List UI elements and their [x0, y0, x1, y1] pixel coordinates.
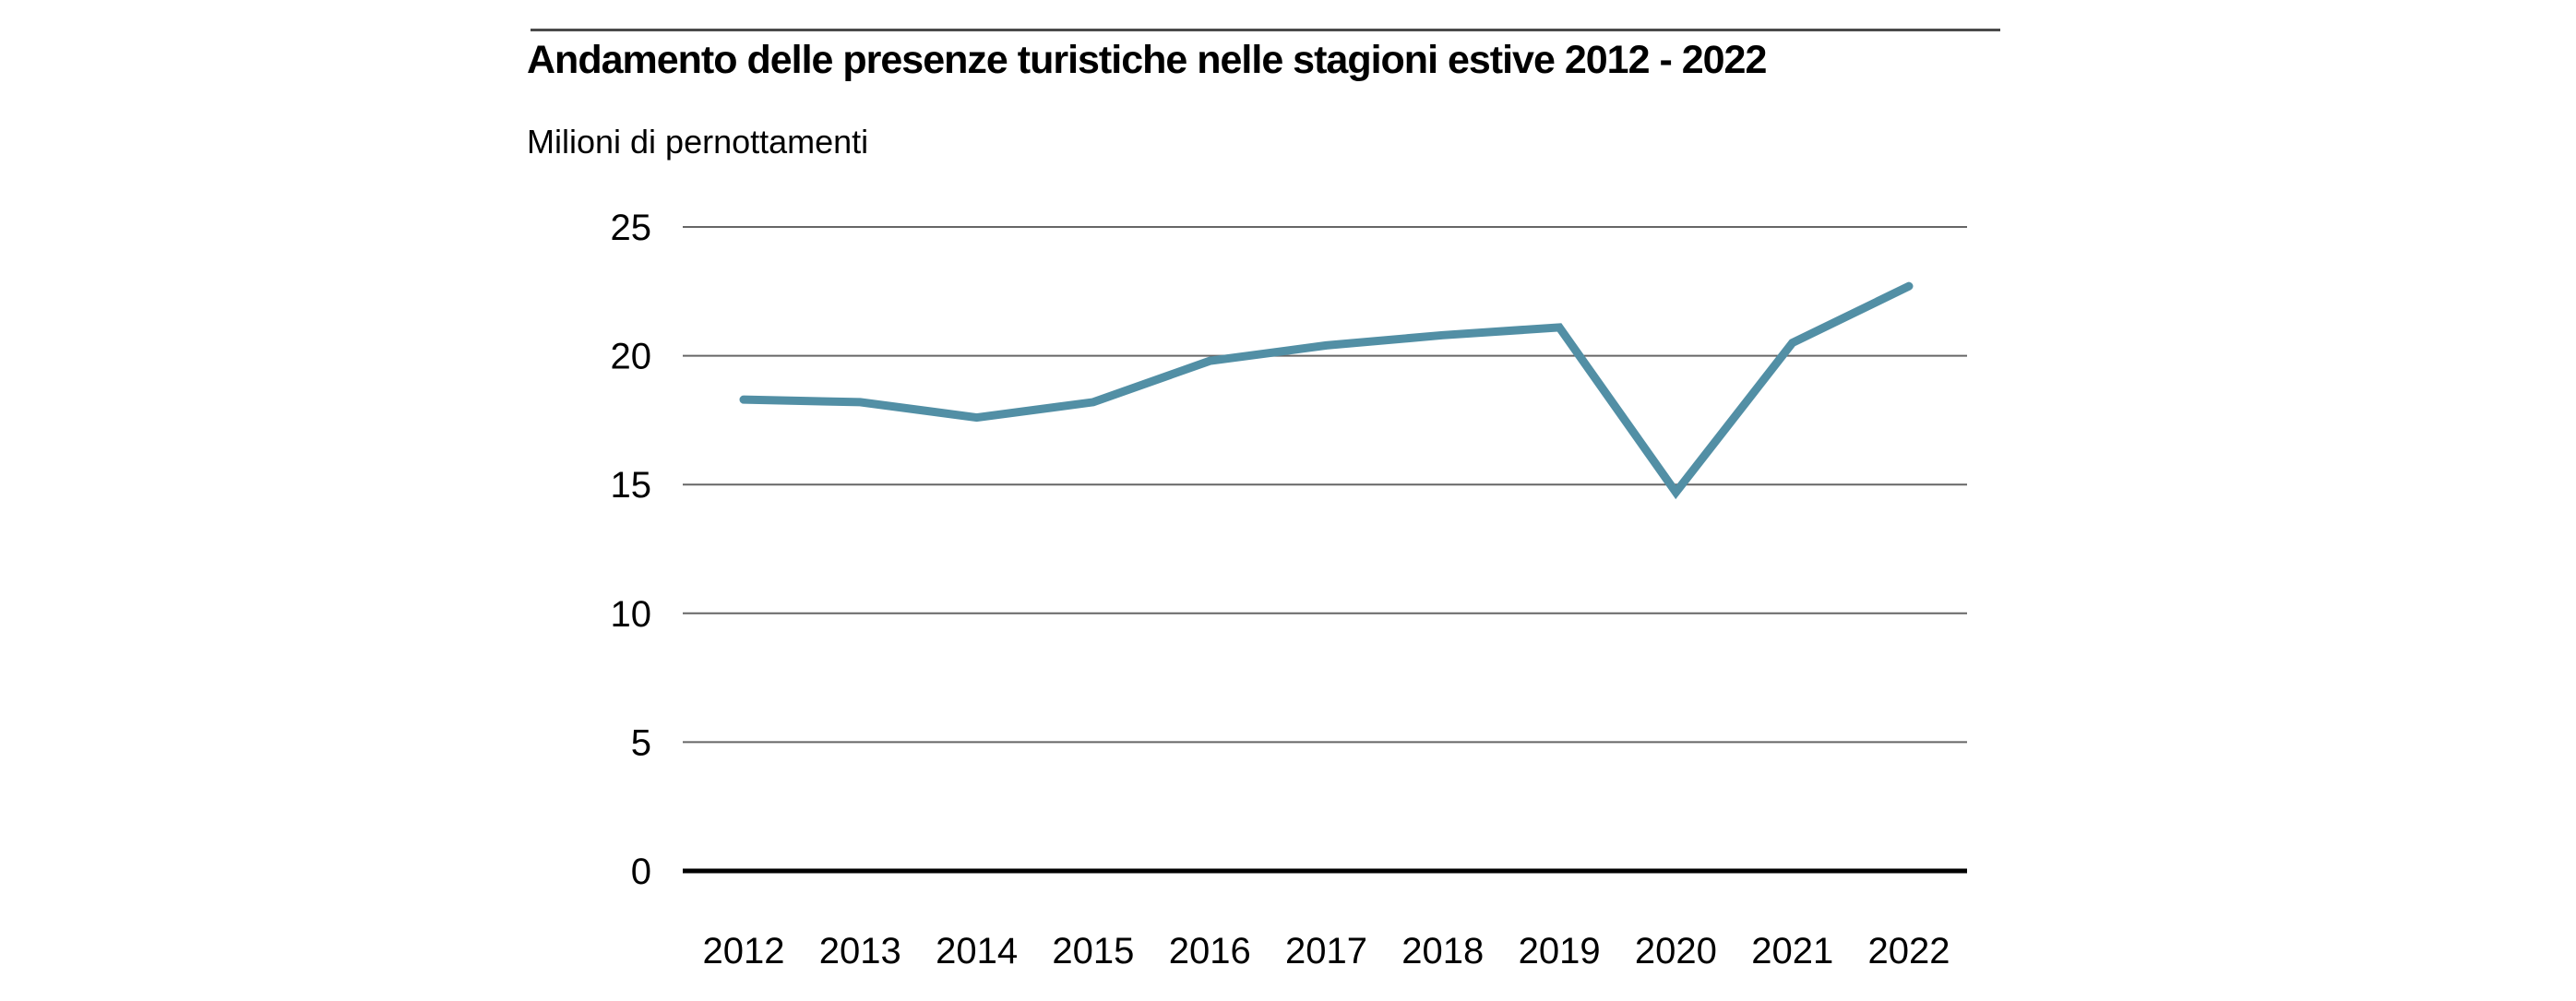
- y-tick-label: 15: [611, 465, 652, 506]
- y-tick-label: 20: [611, 337, 652, 377]
- x-tick-label: 2014: [936, 931, 1018, 971]
- x-axis-labels: 2012 2013 2014 2015 2016 2017 2018 2019 2020 2021…: [703, 931, 1950, 971]
- x-tick-label: 2022: [1868, 931, 1950, 971]
- x-tick-label: 2015: [1052, 931, 1134, 971]
- header-rule: [531, 29, 2000, 31]
- x-tick-label: 2013: [819, 931, 901, 971]
- y-tick-label: 0: [631, 852, 651, 892]
- gridlines: [683, 226, 1967, 744]
- y-axis-labels: 25 20 15 10 5 0: [611, 208, 652, 892]
- x-tick-label: 2018: [1401, 931, 1484, 971]
- x-tick-label: 2012: [703, 931, 785, 971]
- chart-unit-label: Milioni di pernottamenti: [527, 123, 869, 161]
- y-tick-label: 10: [611, 594, 652, 635]
- x-tick-label: 2016: [1169, 931, 1251, 971]
- x-tick-label: 2019: [1519, 931, 1601, 971]
- chart-title: Andamento delle presenze turistiche nell…: [527, 38, 1767, 82]
- x-tick-label: 2017: [1285, 931, 1367, 971]
- y-tick-label: 5: [631, 722, 651, 763]
- x-tick-label: 2021: [1751, 931, 1833, 971]
- x-tick-label: 2020: [1635, 931, 1717, 971]
- y-tick-label: 25: [611, 208, 652, 248]
- data-line: [739, 281, 1914, 500]
